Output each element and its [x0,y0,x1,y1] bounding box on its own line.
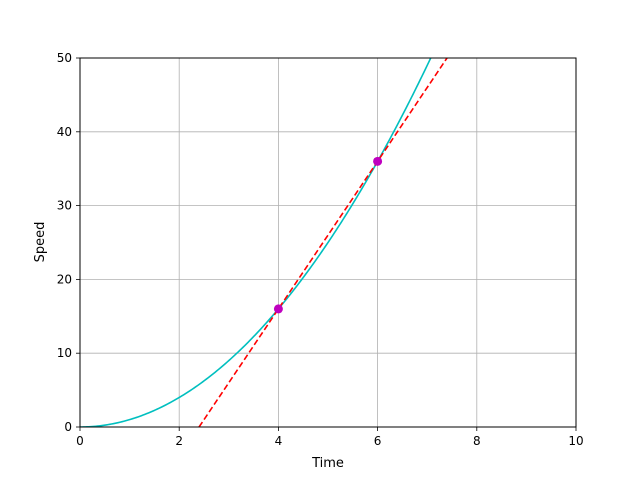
x-tick-label: 2 [175,434,183,448]
series-layer [80,58,448,427]
y-tick-label: 10 [57,346,72,360]
data-point [273,304,283,314]
data-point [373,156,383,166]
x-axis-label: Time [311,456,344,471]
y-axis-label: Speed [33,222,48,263]
y-tick-label: 0 [64,420,72,434]
secant-line [198,58,448,427]
plot-frame [79,57,577,428]
y-tick-label: 30 [57,199,72,213]
speed-curve [80,58,432,427]
x-tick-label: 6 [374,434,382,448]
x-tick-label: 10 [568,434,583,448]
grid [79,57,577,428]
x-tick-label: 8 [473,434,481,448]
x-tick-label: 4 [275,434,283,448]
x-tick-label: 0 [76,434,84,448]
y-tick-label: 40 [57,125,72,139]
y-tick-label: 50 [57,51,72,65]
points-layer [273,156,383,314]
ticks: 0 2 4 6 8 10 0 10 20 30 40 50 [57,51,584,448]
y-tick-label: 20 [57,272,72,286]
